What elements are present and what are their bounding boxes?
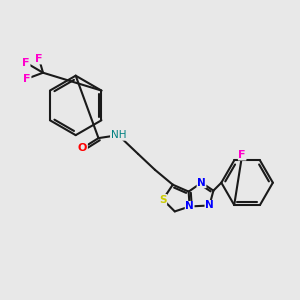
Text: S: S <box>159 194 166 205</box>
Text: N: N <box>185 202 194 212</box>
Text: N: N <box>197 178 206 188</box>
Text: F: F <box>23 74 31 84</box>
Text: F: F <box>238 150 246 160</box>
Text: N: N <box>205 200 214 211</box>
Text: O: O <box>78 143 87 153</box>
Text: NH: NH <box>110 130 126 140</box>
Text: F: F <box>35 54 43 64</box>
Text: F: F <box>22 58 30 68</box>
